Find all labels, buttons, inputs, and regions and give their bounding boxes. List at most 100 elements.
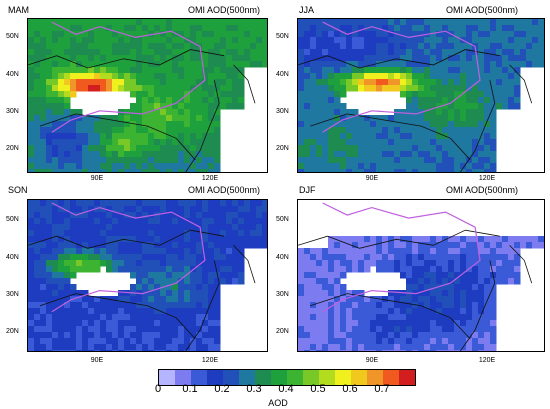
aod-cell: [364, 139, 371, 146]
aod-cell: [460, 115, 467, 122]
aod-cell: [82, 133, 89, 140]
aod-cell: [364, 308, 371, 315]
aod-cell: [490, 242, 497, 249]
aod-cell: [160, 230, 167, 237]
aod-cell: [28, 37, 35, 44]
aod-cell: [136, 230, 143, 237]
aod-cell: [160, 272, 167, 279]
aod-cell: [352, 151, 359, 158]
aod-cell: [166, 91, 173, 98]
aod-cell: [88, 302, 95, 309]
aod-cell: [190, 37, 197, 44]
aod-cell: [310, 133, 317, 140]
aod-cell: [358, 314, 365, 321]
aod-cell: [400, 151, 407, 158]
aod-cell: [466, 236, 473, 243]
aod-cell: [214, 200, 221, 207]
aod-cell: [64, 302, 71, 309]
aod-cell: [466, 326, 473, 333]
aod-cell: [184, 338, 191, 345]
aod-cell: [358, 37, 365, 44]
aod-cell: [376, 127, 383, 134]
aod-cell: [424, 145, 431, 152]
aod-cell: [64, 242, 71, 249]
aod-cell: [94, 236, 101, 243]
aod-cell: [118, 326, 125, 333]
aod-cell: [106, 260, 113, 267]
aod-cell: [388, 37, 395, 44]
aod-cell: [394, 79, 401, 86]
aod-cell: [508, 103, 515, 110]
aod-cell: [490, 350, 497, 351]
aod-cell: [40, 127, 47, 134]
aod-cell: [220, 230, 227, 237]
aod-cell: [142, 296, 149, 303]
aod-cell: [490, 163, 497, 170]
aod-cell: [256, 206, 263, 213]
aod-cell: [430, 326, 437, 333]
aod-cell: [64, 260, 71, 267]
aod-cell: [106, 73, 113, 80]
aod-cell: [58, 290, 65, 297]
aod-cell: [424, 115, 431, 122]
aod-cell: [412, 272, 419, 279]
aod-cell: [166, 344, 173, 351]
aod-cell: [148, 284, 155, 291]
aod-cell: [154, 218, 161, 225]
aod-cell: [256, 55, 263, 62]
aod-cell: [208, 338, 215, 345]
aod-cell: [394, 139, 401, 146]
aod-cell: [94, 37, 101, 44]
aod-cell: [388, 43, 395, 50]
aod-cell: [460, 85, 467, 92]
aod-cell: [490, 302, 497, 309]
aod-cell: [436, 278, 443, 285]
aod-cell: [70, 266, 77, 273]
aod-cell: [388, 248, 395, 255]
map-son: [27, 199, 268, 352]
aod-cell: [310, 272, 317, 279]
aod-cell: [220, 236, 227, 243]
aod-cell: [58, 121, 65, 128]
aod-cell: [130, 212, 137, 219]
aod-cell: [364, 350, 371, 351]
aod-cell: [412, 115, 419, 122]
aod-cell: [406, 79, 413, 86]
aod-cell: [448, 151, 455, 158]
aod-cell: [142, 103, 149, 110]
aod-cell: [34, 157, 41, 164]
aod-cell: [130, 266, 137, 273]
aod-cell: [28, 115, 35, 122]
aod-cell: [118, 254, 125, 261]
border-line: [310, 113, 471, 161]
lat-label: 30N: [276, 291, 289, 298]
aod-cell: [46, 290, 53, 297]
aod-cell: [130, 49, 137, 56]
aod-cell: [370, 25, 377, 32]
aod-cell: [472, 109, 479, 116]
aod-cell: [454, 139, 461, 146]
aod-cell: [466, 73, 473, 80]
aod-cell: [358, 31, 365, 38]
aod-cell: [64, 79, 71, 86]
aod-cell: [70, 206, 77, 213]
aod-cell: [340, 121, 347, 128]
aod-cell: [472, 272, 479, 279]
aod-cell: [412, 85, 419, 92]
aod-cell: [94, 67, 101, 74]
aod-cell: [478, 115, 485, 122]
aod-cell: [370, 31, 377, 38]
aod-cell: [190, 344, 197, 351]
aod-cell: [196, 73, 203, 80]
aod-cell: [430, 97, 437, 104]
aod-cell: [250, 242, 257, 249]
aod-cell: [136, 61, 143, 68]
aod-cell: [88, 139, 95, 146]
aod-cell: [490, 109, 497, 116]
aod-cell: [340, 254, 347, 261]
aod-cell: [442, 67, 449, 74]
aod-cell: [472, 163, 479, 170]
aod-cell: [238, 37, 245, 44]
aod-cell: [244, 55, 251, 62]
aod-cell: [346, 43, 353, 50]
